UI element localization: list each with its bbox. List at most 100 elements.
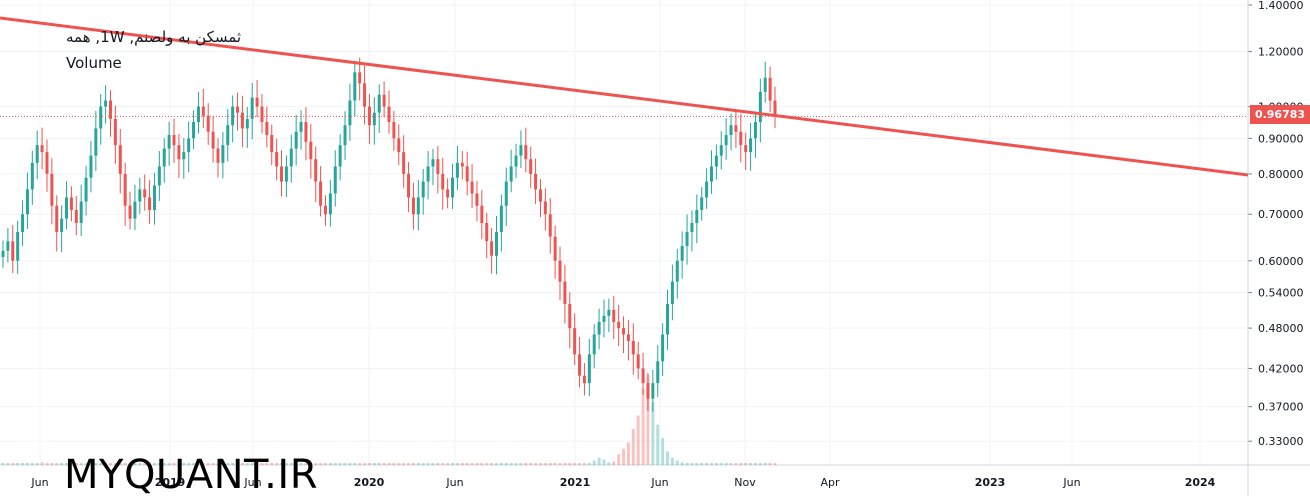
y-axis-tick-label: 0.60000 (1258, 255, 1304, 268)
volume-bar (358, 463, 362, 465)
candle-body (407, 173, 411, 198)
volume-bar (319, 463, 323, 465)
candle-body (680, 246, 684, 261)
x-axis-tick-label: Nov (734, 476, 756, 489)
candle-body (113, 118, 117, 146)
candle-body (323, 205, 327, 215)
volume-bar (763, 463, 767, 465)
y-axis-tick-label: 0.54000 (1258, 287, 1304, 300)
candle-body (475, 193, 479, 206)
candle-body (397, 138, 401, 153)
watermark-text: MYQUANT.IR (64, 452, 318, 498)
volume-bar (314, 463, 318, 465)
candle-body (328, 193, 332, 215)
volume-bar (646, 375, 650, 465)
candle-body (739, 131, 743, 146)
candle-body (152, 185, 156, 210)
volume-bar (304, 463, 308, 465)
candle-body (123, 173, 127, 206)
volume-bar (700, 463, 704, 465)
candle-body (89, 155, 93, 178)
candle-body (700, 197, 704, 210)
candle-body (402, 152, 406, 174)
volume-bar (455, 463, 459, 465)
candle-body (108, 100, 112, 119)
candle-body (446, 189, 450, 198)
volume-bar (60, 463, 64, 465)
volume-bar (548, 463, 552, 465)
volume-bar (568, 463, 572, 465)
candle-body (265, 122, 269, 136)
candle-body (724, 135, 728, 146)
volume-bar (265, 463, 269, 465)
volume-bar (558, 463, 562, 465)
volume-bar (328, 463, 332, 465)
candle-body (333, 166, 337, 194)
volume-bar (260, 463, 264, 465)
candle-body (343, 125, 347, 146)
candle-body (16, 231, 20, 261)
volume-bar (675, 460, 679, 465)
candle-body (162, 148, 166, 167)
candle-body (763, 77, 767, 92)
volume-bar (25, 463, 29, 465)
volume-bar (1, 463, 5, 465)
candle-body (744, 145, 748, 153)
candle-body (270, 135, 274, 153)
volume-bar (636, 415, 640, 465)
candle-body (651, 383, 655, 399)
candle-body (187, 138, 191, 153)
candle-body (519, 145, 523, 156)
candle-body (548, 214, 552, 237)
trendline[interactable] (0, 16, 1249, 177)
candle-body (216, 148, 220, 163)
candle-body (534, 173, 538, 190)
candle-body (480, 205, 484, 223)
volume-bar (236, 463, 240, 465)
candle-body (543, 201, 547, 215)
volume-bar (661, 438, 665, 465)
volume-bar (84, 463, 88, 465)
volume-bar (470, 463, 474, 465)
candle-body (455, 162, 459, 178)
candle-body (773, 100, 777, 116)
volume-bar (499, 463, 503, 465)
volume-bar (138, 463, 142, 465)
volume-bar (582, 463, 586, 465)
x-axis-tick-label: Jun (650, 476, 668, 489)
candle-body (524, 145, 528, 160)
volume-bar (578, 463, 582, 465)
volume-bar (338, 463, 342, 465)
candle-body (367, 106, 371, 126)
volume-bar (65, 463, 69, 465)
candle-body (597, 321, 601, 335)
candle-body (148, 197, 152, 210)
candle-body (622, 328, 626, 335)
volume-bar (749, 463, 753, 465)
candle-body (221, 145, 225, 163)
volume-bar (152, 463, 156, 465)
candle-body (558, 260, 562, 282)
candle-body (94, 128, 98, 156)
candle-body (245, 118, 249, 129)
volume-bar (16, 463, 20, 465)
candle-body (387, 106, 391, 123)
candle-body (666, 303, 670, 335)
candle-body (84, 177, 88, 202)
x-axis-tick-label: 2021 (560, 476, 591, 489)
candle-body (573, 328, 577, 355)
volume-bar (372, 463, 376, 465)
candle-body (353, 72, 357, 101)
volume-bar (529, 463, 533, 465)
candle-body (494, 231, 498, 256)
candle-body (714, 155, 718, 167)
volume-bar (446, 463, 450, 465)
candle-body (685, 231, 689, 247)
volume-bar (113, 463, 117, 465)
volume-bar (250, 463, 254, 465)
volume-bar (255, 463, 259, 465)
candle-body (426, 166, 430, 182)
volume-bar (602, 459, 606, 465)
